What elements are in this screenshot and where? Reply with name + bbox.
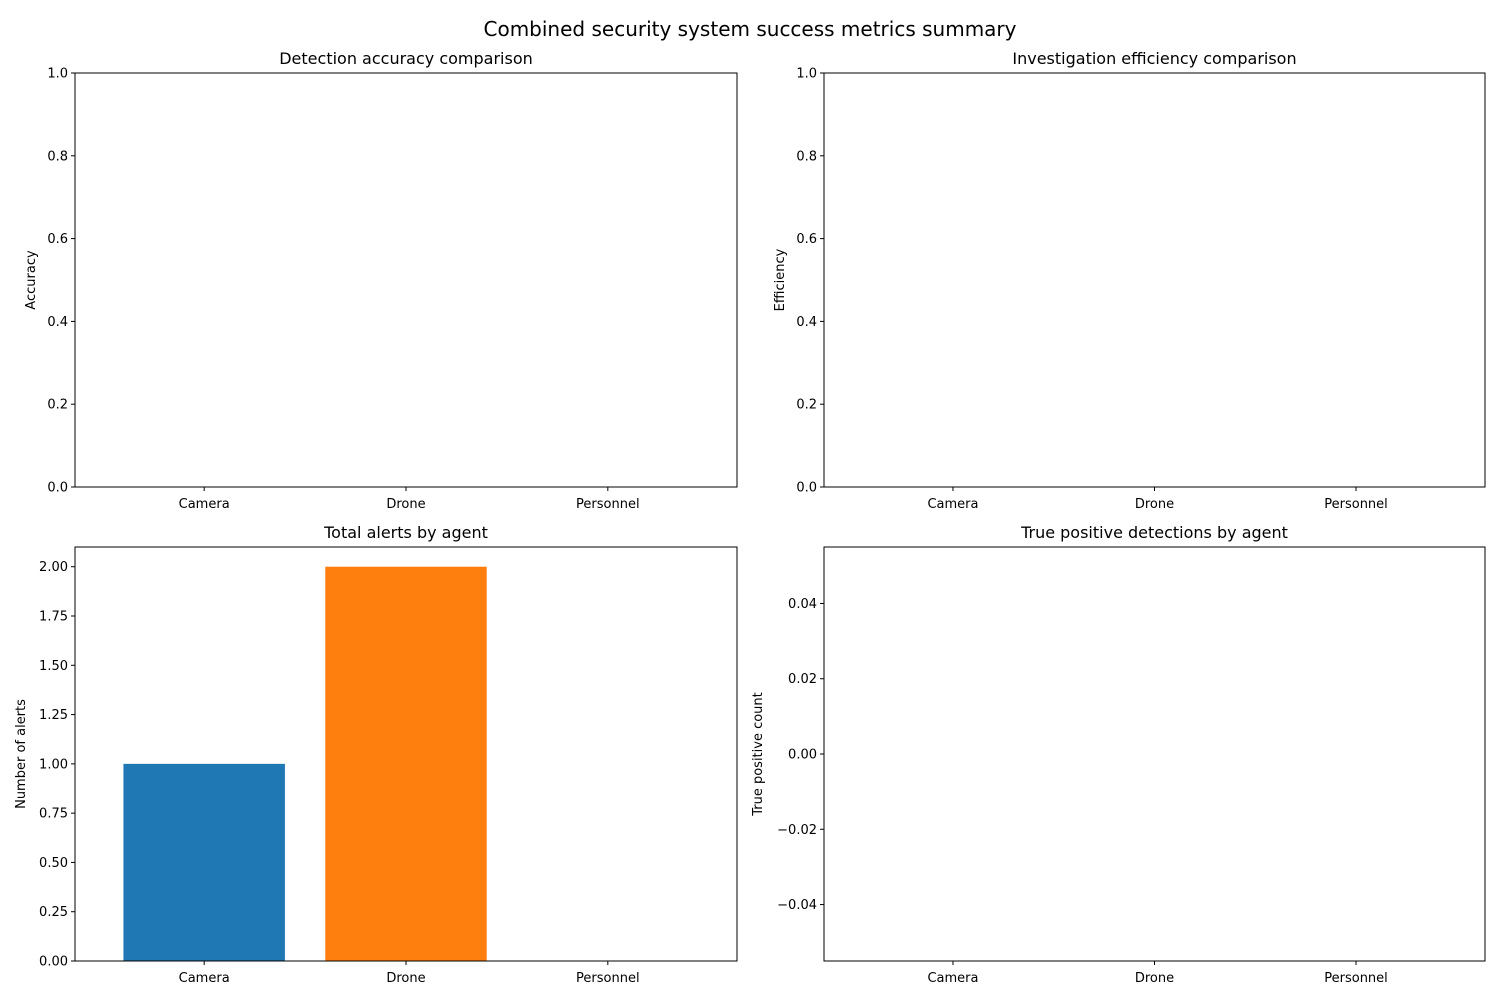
x-tick-label: Personnel	[576, 497, 640, 512]
axes-frame	[74, 72, 738, 488]
y-tick-label: 0.04	[788, 597, 817, 612]
y-tick-label: −0.02	[777, 823, 817, 838]
x-tick-label: Camera	[179, 971, 230, 986]
y-tick-label: 1.00	[39, 757, 68, 772]
y-tick-label: 1.50	[39, 659, 68, 674]
y-tick-label: 0.6	[796, 232, 817, 247]
subplots-grid: 0.0 0.2 0.4 0.6 0.8 1.0 Camera Drone Personnel De…	[14, 49, 1486, 986]
y-tick-label: −0.04	[777, 898, 817, 913]
x-tick-label: Drone	[1135, 971, 1174, 986]
x-tick-label: Drone	[386, 971, 425, 986]
axes-frame	[823, 72, 1486, 488]
x-tick-label: Camera	[179, 497, 230, 512]
x-tick-label: Personnel	[576, 971, 640, 986]
subplot-4: −0.04 −0.02 0.00 0.02 0.04 Camera Drone Personn…	[751, 523, 1486, 986]
bar-drone	[325, 566, 487, 961]
x-tick-label: Personnel	[1324, 497, 1388, 512]
x-tick-label: Camera	[927, 497, 978, 512]
y-tick-label: 0.4	[796, 315, 817, 330]
axes-frame	[823, 546, 1486, 962]
y-tick-label: 0.0	[796, 481, 817, 496]
y-tick-label: 0.4	[47, 315, 68, 330]
subplot-3: 0.00 0.25 0.50 0.75 1.00 1.25 1.50 1.75 2.00 Came…	[14, 523, 738, 986]
figure-title: Combined security system success metrics…	[484, 17, 1017, 41]
subplot-1: 0.0 0.2 0.4 0.6 0.8 1.0 Camera Drone Personnel De…	[24, 49, 738, 512]
y-tick-label: 0.50	[39, 856, 68, 871]
y-tick-label: 0.00	[788, 748, 817, 763]
x-tick-label: Camera	[927, 971, 978, 986]
y-tick-label: 1.75	[39, 610, 68, 625]
x-tick-label: Drone	[386, 497, 425, 512]
y-tick-label: 1.25	[39, 708, 68, 723]
y-tick-label: 1.0	[796, 67, 817, 82]
x-tick-label: Drone	[1135, 497, 1174, 512]
y-axis-label: Accuracy	[24, 250, 39, 310]
y-axis-label: Efficiency	[773, 248, 788, 311]
subplot-title: True positive detections by agent	[1020, 523, 1288, 542]
y-tick-label: 0.00	[39, 955, 68, 970]
subplot-title: Detection accuracy comparison	[279, 49, 533, 68]
y-axis-label: True positive count	[751, 692, 766, 817]
y-tick-label: 0.2	[47, 398, 68, 413]
y-tick-label: 1.0	[47, 67, 68, 82]
x-tick-label: Personnel	[1324, 971, 1388, 986]
y-tick-label: 0.6	[47, 232, 68, 247]
y-tick-label: 0.8	[796, 149, 817, 164]
subplot-title: Total alerts by agent	[323, 523, 488, 542]
y-tick-label: 2.00	[39, 560, 68, 575]
y-tick-label: 0.25	[39, 905, 68, 920]
y-tick-label: 0.0	[47, 481, 68, 496]
bar-camera	[123, 763, 285, 961]
subplot-title: Investigation efficiency comparison	[1012, 49, 1296, 68]
y-tick-label: 0.02	[788, 672, 817, 687]
y-tick-label: 0.8	[47, 149, 68, 164]
y-axis-label: Number of alerts	[14, 699, 29, 809]
subplot-2: 0.0 0.2 0.4 0.6 0.8 1.0 Camera Drone Personnel In…	[773, 49, 1486, 512]
y-tick-label: 0.2	[796, 398, 817, 413]
y-tick-label: 0.75	[39, 807, 68, 822]
